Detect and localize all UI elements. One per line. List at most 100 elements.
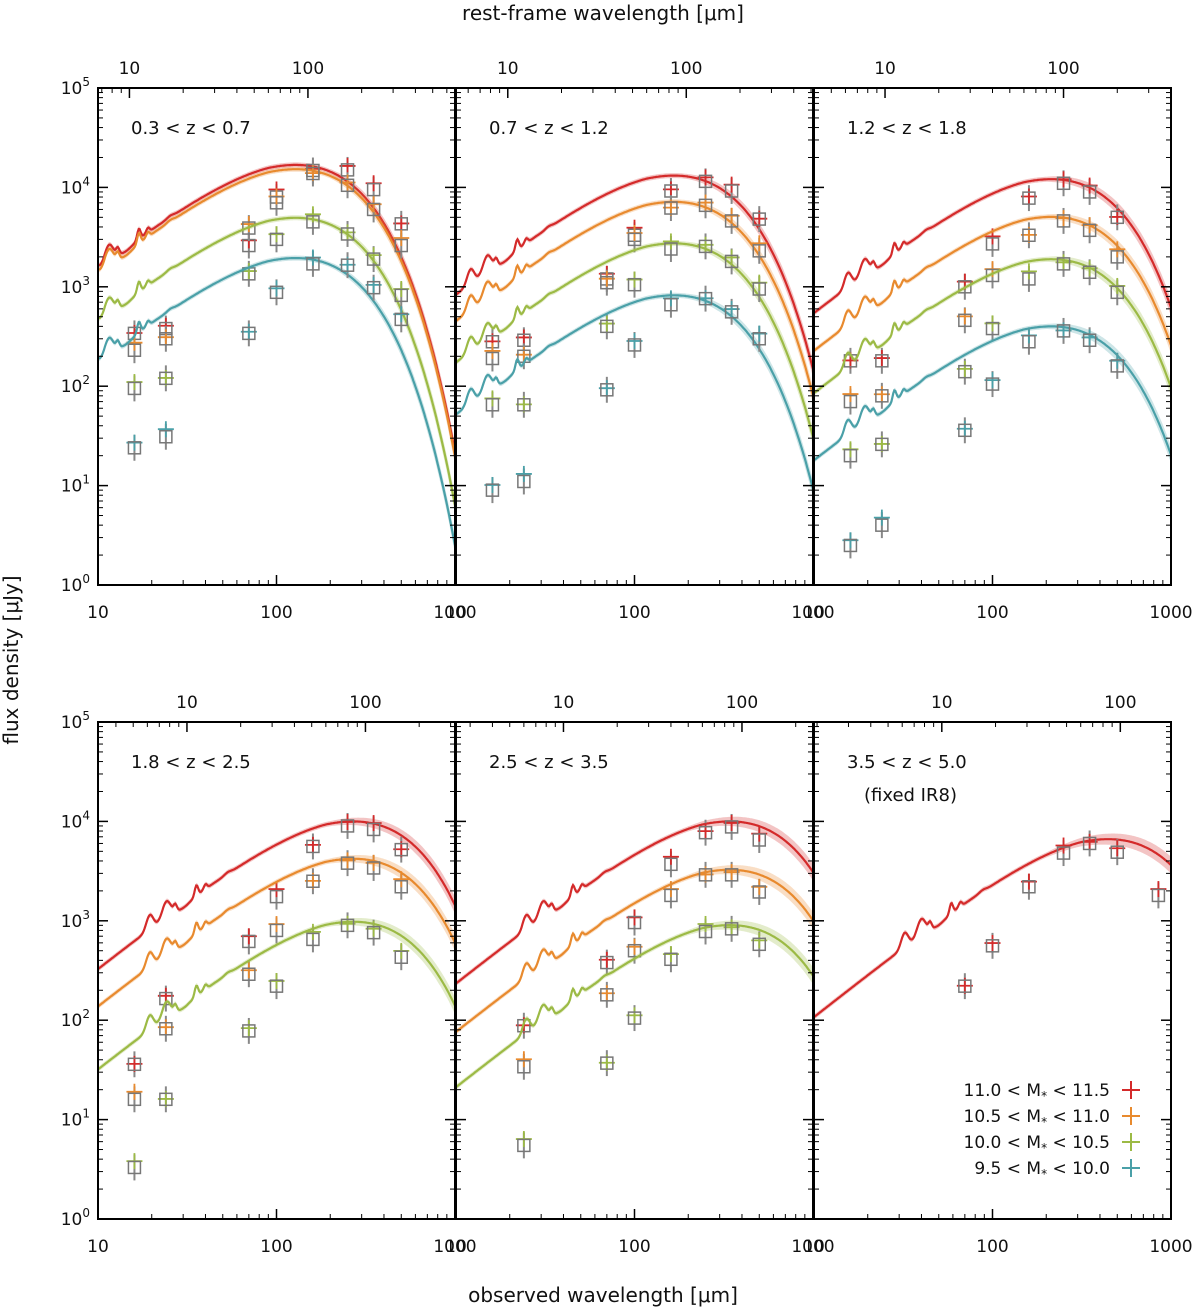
data-point	[1022, 880, 1036, 894]
y-tick-label: 104	[61, 174, 90, 198]
data-point	[724, 820, 739, 834]
data-point	[366, 202, 381, 217]
data-point	[366, 925, 381, 940]
data-point	[600, 383, 614, 397]
data-point	[724, 184, 739, 198]
data-point	[340, 856, 355, 870]
model-line-low	[98, 257, 455, 546]
rest-tick-label: 10	[931, 693, 953, 713]
rest-tick-label: 10	[497, 59, 519, 79]
x-tick-label: 1000	[791, 603, 834, 623]
x-tick-label: 10	[803, 1237, 825, 1257]
data-point	[664, 888, 678, 903]
data-point	[127, 441, 142, 455]
data-point	[958, 313, 972, 328]
panel-frame	[97, 721, 456, 1220]
data-point	[394, 950, 409, 964]
data-point	[1110, 359, 1125, 373]
data-point	[627, 232, 642, 247]
legend: 11.0 < M* < 11.5 10.5 < M* < 11.0 10.0 < M…	[964, 1081, 1140, 1181]
x-tick-label: 100	[618, 603, 650, 623]
data-point	[127, 1160, 142, 1175]
model-line-upper	[456, 868, 813, 1033]
legend-label: 9.5 < M* < 10.0	[974, 1159, 1110, 1181]
data-point	[394, 842, 409, 857]
data-point	[306, 215, 320, 229]
data-point	[127, 1092, 142, 1107]
plot-area	[814, 170, 1171, 559]
data-point	[1082, 265, 1097, 280]
x-tick-label: 10	[87, 1237, 109, 1257]
data-point	[600, 275, 614, 290]
plot-area	[98, 812, 455, 1181]
data-point	[875, 389, 889, 403]
data-point	[269, 196, 284, 210]
data-point	[1110, 285, 1125, 300]
data-point	[340, 178, 355, 193]
model-line-high	[456, 820, 813, 985]
x-tick-label: 10	[803, 603, 825, 623]
data-point	[159, 332, 173, 346]
data-point	[1022, 228, 1036, 243]
data-point	[269, 285, 284, 300]
data-point	[340, 258, 355, 272]
data-point	[1082, 185, 1097, 199]
data-point	[1056, 214, 1071, 228]
plot-area	[456, 813, 813, 1159]
data-point	[269, 923, 284, 938]
data-point	[985, 939, 1000, 953]
data-point	[600, 319, 614, 334]
data-point	[517, 1018, 531, 1033]
y-tick-label: 105	[61, 709, 90, 733]
model-line-mid	[98, 920, 455, 1071]
data-point	[958, 280, 972, 294]
data-point	[394, 238, 409, 253]
data-point	[517, 1060, 531, 1074]
data-point	[366, 182, 381, 197]
data-point	[843, 538, 858, 553]
model-line-mid	[814, 258, 1171, 394]
rest-tick-label: 10	[874, 59, 896, 79]
model-band-mid	[456, 920, 813, 1090]
data-point	[127, 1057, 142, 1072]
x-tick-label: 10	[87, 603, 109, 623]
data-point	[159, 430, 173, 444]
data-point	[366, 861, 381, 875]
x-tick-label: 1000	[1149, 1237, 1192, 1257]
data-point	[1110, 845, 1125, 859]
x-tick-label: 100	[260, 603, 292, 623]
data-point	[269, 979, 284, 993]
x-tick-label: 10	[445, 603, 467, 623]
data-point	[517, 398, 531, 412]
y-tick-label: 100	[61, 1206, 90, 1230]
rest-tick-label: 100	[1104, 693, 1136, 713]
x-tick-label: 1000	[433, 1237, 476, 1257]
data-point	[958, 979, 972, 993]
data-point	[517, 1138, 531, 1153]
top-axis-title: rest-frame wavelength [μm]	[462, 1, 744, 25]
y-tick-label: 104	[61, 808, 90, 832]
model-line-high	[98, 820, 455, 970]
redshift-label: 2.5 < z < 3.5	[489, 752, 609, 773]
legend-label: 10.0 < M* < 10.5	[964, 1133, 1110, 1155]
data-point	[517, 474, 531, 489]
data-point	[1056, 846, 1071, 860]
data-point	[1082, 333, 1097, 347]
data-point	[698, 174, 713, 189]
x-tick-label: 100	[976, 1237, 1008, 1257]
rest-tick-label: 100	[726, 693, 758, 713]
data-point	[600, 955, 614, 970]
data-point	[698, 291, 713, 306]
data-point	[752, 885, 767, 899]
data-point	[664, 242, 678, 256]
data-point	[724, 214, 739, 228]
data-point	[752, 282, 767, 296]
data-point	[698, 868, 713, 882]
rest-tick-label: 10	[553, 693, 575, 713]
rest-tick-label: 10	[176, 693, 198, 713]
data-point	[752, 212, 767, 226]
plot-area	[456, 168, 813, 504]
data-point	[366, 252, 381, 266]
data-point	[627, 943, 642, 958]
